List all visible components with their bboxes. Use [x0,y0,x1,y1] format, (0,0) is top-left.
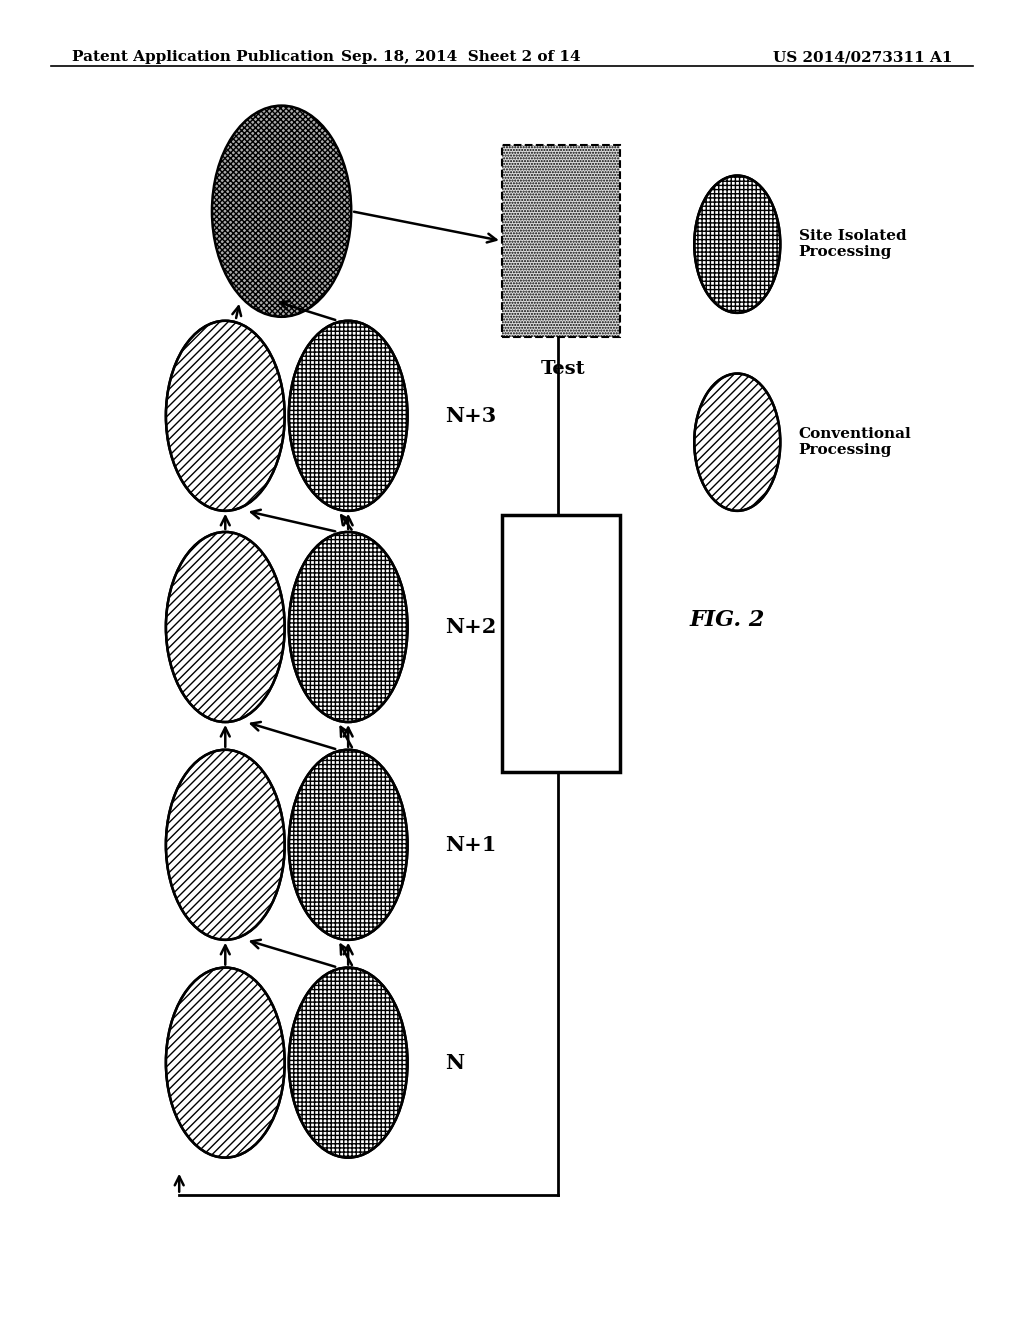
Text: Test: Test [541,360,586,379]
Text: Evaluate
Results: Evaluate Results [520,626,601,661]
Bar [502,515,620,772]
Text: N+2: N+2 [445,616,497,638]
Text: Sep. 18, 2014  Sheet 2 of 14: Sep. 18, 2014 Sheet 2 of 14 [341,50,581,65]
Text: Site Isolated
Processing: Site Isolated Processing [799,230,906,259]
Text: N: N [445,1052,465,1073]
Ellipse shape [289,532,408,722]
Bar [502,145,620,337]
Text: Patent Application Publication: Patent Application Publication [72,50,334,65]
Ellipse shape [289,968,408,1158]
Ellipse shape [166,321,285,511]
Text: US 2014/0273311 A1: US 2014/0273311 A1 [773,50,952,65]
Ellipse shape [212,106,351,317]
Text: FIG. 2: FIG. 2 [689,610,765,631]
Ellipse shape [694,176,780,313]
Text: N+1: N+1 [445,834,497,855]
Ellipse shape [289,750,408,940]
Ellipse shape [166,532,285,722]
Bar [502,145,620,337]
Text: N+3: N+3 [445,405,497,426]
Ellipse shape [166,968,285,1158]
Ellipse shape [694,374,780,511]
Text: Conventional
Processing: Conventional Processing [799,428,911,457]
Ellipse shape [166,750,285,940]
Ellipse shape [289,321,408,511]
